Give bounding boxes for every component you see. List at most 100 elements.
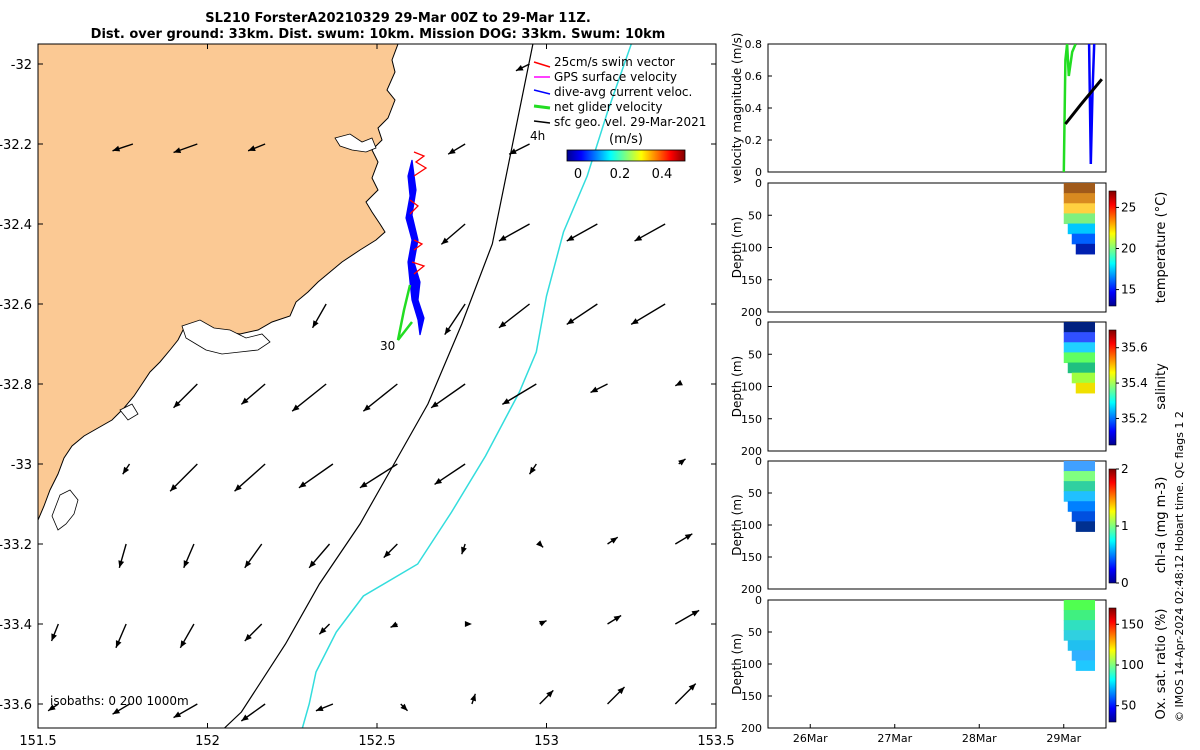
colorbar-tick-label: 15 bbox=[1121, 283, 1136, 297]
annotation-4h: 4h bbox=[530, 129, 545, 143]
legend-label-gps: GPS surface velocity bbox=[554, 70, 677, 84]
map-panel: 4h 30 isobaths: 0 200 1000m 151.5 152 152.… bbox=[0, 43, 735, 749]
annotation-30: 30 bbox=[380, 339, 395, 353]
legend-item-swim: 25cm/s swim vector bbox=[533, 55, 675, 69]
heatmap-cell bbox=[1063, 600, 1096, 611]
heatmap-y-tick-label: 150 bbox=[741, 413, 762, 426]
geo-vector-head bbox=[502, 398, 510, 405]
geo-vector bbox=[674, 683, 697, 705]
colorbar-tick: 0.2 bbox=[610, 167, 631, 182]
geo-vector bbox=[311, 303, 327, 329]
heatmap-cell bbox=[1063, 183, 1096, 194]
geo-vector-shaft bbox=[359, 463, 398, 489]
map-x-tick-label: 152 bbox=[195, 734, 220, 749]
heatmap-cell bbox=[1063, 342, 1096, 353]
heatmap-y-tick-label: 50 bbox=[748, 626, 762, 639]
colorbar-tick-label: 25 bbox=[1121, 200, 1136, 214]
geo-vector bbox=[47, 703, 59, 712]
map-x-tick-label: 152.5 bbox=[358, 734, 395, 749]
geo-vector-shaft bbox=[291, 383, 327, 412]
heatmap-y-tick-label: 50 bbox=[748, 487, 762, 500]
time-x-tick-label: 28Mar bbox=[962, 732, 997, 745]
colorbar-tick-label: 0 bbox=[1121, 576, 1129, 590]
legend-label-swim: 25cm/s swim vector bbox=[554, 55, 675, 69]
colorbar-tick-label: 20 bbox=[1121, 242, 1136, 256]
geo-vector-head bbox=[498, 234, 507, 241]
map-y-tick-label: -33 bbox=[11, 458, 32, 473]
geo-vector-head bbox=[112, 708, 121, 715]
geo-vector-head bbox=[241, 714, 249, 721]
velocity-series-line bbox=[1062, 44, 1077, 172]
heatmap-y-tick-label: 0 bbox=[755, 455, 762, 468]
velocity-series-group bbox=[1062, 44, 1103, 172]
geo-vector-head bbox=[312, 320, 319, 328]
geo-vector bbox=[461, 543, 467, 555]
map-x-tick-label: 153 bbox=[534, 734, 559, 749]
heatmap-y-tick-label: 0 bbox=[755, 316, 762, 329]
geo-vector bbox=[318, 623, 331, 635]
estuary-channel bbox=[181, 319, 271, 355]
geo-vector bbox=[634, 223, 666, 242]
map-y-tick-label: -32.6 bbox=[0, 298, 32, 313]
velocity-series-line bbox=[1064, 78, 1103, 125]
geo-vector-head bbox=[400, 703, 408, 711]
geo-vector-head bbox=[48, 704, 56, 711]
heatmap-cell bbox=[1075, 382, 1096, 394]
geo-vector-head bbox=[444, 327, 452, 335]
net-glider-velocity bbox=[396, 284, 413, 341]
heatmap-cell bbox=[1063, 491, 1096, 502]
geo-vector-head bbox=[634, 234, 643, 241]
geo-vector-head bbox=[244, 560, 252, 568]
geo-vector-head bbox=[51, 633, 57, 641]
heatmap-y-tick-label: 100 bbox=[741, 381, 762, 394]
heatmap-cell bbox=[1071, 233, 1096, 245]
geo-vector bbox=[447, 143, 466, 155]
heatmap-panel-1: 0 50 100 150 200 Depth (m) 25 20 15 temperature (… bbox=[730, 177, 1169, 319]
geo-vector bbox=[501, 383, 537, 406]
geo-vector bbox=[434, 463, 466, 485]
geo-vector-head bbox=[319, 627, 327, 635]
geo-vector-head bbox=[536, 540, 544, 548]
map-y-tick-label: -32 bbox=[11, 58, 32, 73]
geo-vector-head bbox=[613, 615, 622, 622]
geo-vector bbox=[169, 463, 198, 492]
map-y-tick-label: -33.4 bbox=[0, 618, 32, 633]
legend-label-net: net glider velocity bbox=[554, 100, 662, 114]
legend-item-geo: sfc geo. vel. 29-Mar-2021 bbox=[533, 115, 706, 129]
legend-item-dive-avg: dive-avg current veloc. bbox=[533, 85, 692, 99]
dive-avg-current-vectors bbox=[405, 159, 425, 336]
geo-vector bbox=[247, 143, 266, 152]
heatmap-cell bbox=[1075, 660, 1096, 671]
geo-vector bbox=[173, 383, 198, 409]
map-x-tick-label: 153.5 bbox=[697, 734, 734, 749]
geo-vector-head bbox=[688, 683, 696, 691]
geo-vector bbox=[362, 383, 398, 412]
geo-vector bbox=[298, 463, 334, 489]
map-legend: 25cm/s swim vector GPS surface velocity … bbox=[533, 55, 706, 129]
colorbar-tick: 0 bbox=[574, 167, 582, 182]
colorbar-label: Ox. sat. ratio (%) bbox=[1154, 609, 1169, 720]
geo-vector bbox=[607, 536, 619, 545]
geo-vector-head bbox=[241, 397, 249, 405]
heatmap-y-tick-label: 150 bbox=[741, 551, 762, 564]
heatmap-cell bbox=[1063, 461, 1096, 472]
heatmap-cell bbox=[1067, 362, 1096, 374]
isobaths-label: isobaths: 0 200 1000m bbox=[50, 694, 189, 708]
geo-vector bbox=[118, 543, 127, 568]
geo-vector bbox=[566, 223, 598, 242]
heatmap-cell bbox=[1071, 650, 1096, 661]
geo-vector bbox=[515, 63, 530, 72]
geo-vector-head bbox=[122, 466, 130, 475]
geo-vector bbox=[291, 383, 327, 412]
geo-vector-head bbox=[684, 533, 693, 540]
heatmap-colorbar bbox=[1108, 607, 1117, 723]
colorbar-label: temperature (°C) bbox=[1154, 192, 1169, 304]
lake-shoreline bbox=[51, 489, 79, 531]
geo-vector bbox=[400, 703, 409, 712]
geo-vector bbox=[536, 540, 544, 548]
geo-vector-head bbox=[590, 386, 599, 393]
geo-vector-head bbox=[173, 400, 181, 408]
geo-vector bbox=[678, 458, 686, 466]
geo-vector bbox=[179, 623, 195, 649]
